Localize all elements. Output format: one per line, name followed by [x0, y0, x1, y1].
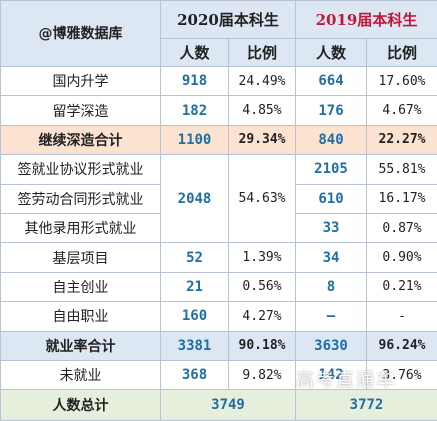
row-label: 其他录用形式就业 — [0, 212, 161, 244]
row-label: 人数总计 — [0, 389, 161, 421]
row-label: 基层项目 — [0, 242, 161, 273]
row-label: 国内升学 — [0, 65, 161, 97]
row-label: 自由职业 — [0, 301, 161, 332]
count-2020: 160 — [160, 301, 229, 332]
count-2019: 34 — [295, 242, 367, 273]
ratio-2019: 96.24% — [366, 330, 437, 361]
brand-cell: @博雅数据库 — [0, 0, 161, 67]
table-row: 自主创业 21 0.56% 8 0.21% — [0, 271, 437, 303]
ratio-2019: 0.21% — [366, 271, 437, 303]
count-2019: 610 — [295, 183, 367, 214]
year-2020-header: 2020届本科生 — [160, 0, 296, 39]
table-row: 基层项目 52 1.39% 34 0.90% — [0, 242, 437, 273]
ratio-2020-merged: 54.63% — [228, 154, 296, 244]
count-header-2019: 人数 — [295, 37, 367, 67]
ratio-2019: 22.27% — [366, 124, 437, 156]
ratio-2020: 0.56% — [228, 271, 296, 303]
row-label: 留学深造 — [0, 95, 161, 126]
count-2019: 33 — [295, 212, 367, 244]
row-label: 就业率合计 — [0, 330, 161, 361]
ratio-2019: 16.17% — [366, 183, 437, 214]
count-2019: 664 — [295, 65, 367, 97]
count-header-label: 人数 — [179, 43, 210, 62]
total-2020: 3749 — [160, 389, 296, 421]
brand-label: @博雅数据库 — [38, 26, 123, 43]
table-row: 自由职业 160 4.27% – - — [0, 301, 437, 332]
ratio-2019: 0.87% — [366, 212, 437, 244]
table-row: 国内升学 918 24.49% 664 17.60% — [0, 65, 437, 97]
count-2020: 918 — [160, 65, 229, 97]
row-label: 签劳动合同形式就业 — [0, 183, 161, 214]
count-2019: 3630 — [295, 330, 367, 361]
ratio-2019: 0.90% — [366, 242, 437, 273]
ratio-header-label: 比例 — [246, 43, 277, 62]
year-2019-header: 2019届本科生 — [295, 0, 437, 39]
ratio-2019: 4.67% — [366, 95, 437, 126]
count-2019: 142 — [295, 359, 367, 391]
count-header-label: 人数 — [315, 43, 346, 62]
table-row: 未就业 368 9.82% 142 3.76% — [0, 359, 437, 391]
count-2020-merged: 2048 — [160, 154, 229, 244]
count-2020: 182 — [160, 95, 229, 126]
count-2020: 52 — [160, 242, 229, 273]
grand-total-row: 人数总计 3749 3772 — [0, 389, 437, 421]
ratio-2020: 4.27% — [228, 301, 296, 332]
ratio-header-2019: 比例 — [366, 37, 437, 67]
ratio-2019: 17.60% — [366, 65, 437, 97]
count-2019: 8 — [295, 271, 367, 303]
count-2020: 1100 — [160, 124, 229, 156]
count-2019: 176 — [295, 95, 367, 126]
subtotal-row: 就业率合计 3381 90.18% 3630 96.24% — [0, 330, 437, 361]
count-header-2020: 人数 — [160, 37, 229, 67]
row-label: 签就业协议形式就业 — [0, 154, 161, 185]
ratio-2020: 9.82% — [228, 359, 296, 391]
row-label: 继续深造合计 — [0, 124, 161, 156]
year-2019-label: 2019届本科生 — [315, 10, 418, 29]
ratio-header-2020: 比例 — [228, 37, 296, 67]
ratio-2019: - — [366, 301, 437, 332]
count-2019: 840 — [295, 124, 367, 156]
count-2020: 3381 — [160, 330, 229, 361]
count-2020: 368 — [160, 359, 229, 391]
ratio-header-label: 比例 — [386, 43, 417, 62]
count-2019: – — [295, 301, 367, 332]
year-2020-label: 2020届本科生 — [177, 10, 279, 29]
row-label: 未就业 — [0, 359, 161, 391]
subtotal-row: 继续深造合计 1100 29.34% 840 22.27% — [0, 124, 437, 156]
ratio-2020: 29.34% — [228, 124, 296, 156]
ratio-2019: 3.76% — [366, 359, 437, 391]
count-2019: 2105 — [295, 154, 367, 185]
ratio-2020: 4.85% — [228, 95, 296, 126]
table-row: 签就业协议形式就业 2048 54.63% 2105 55.81% — [0, 154, 437, 244]
ratio-2020: 24.49% — [228, 65, 296, 97]
ratio-2020: 1.39% — [228, 242, 296, 273]
total-2019: 3772 — [295, 389, 437, 421]
table-row: 留学深造 182 4.85% 176 4.67% — [0, 95, 437, 126]
count-2020: 21 — [160, 271, 229, 303]
ratio-2020: 90.18% — [228, 330, 296, 361]
ratio-2019: 55.81% — [366, 154, 437, 185]
row-label: 自主创业 — [0, 271, 161, 303]
table-row: 其他录用形式就业 33 0.87% — [0, 212, 437, 244]
